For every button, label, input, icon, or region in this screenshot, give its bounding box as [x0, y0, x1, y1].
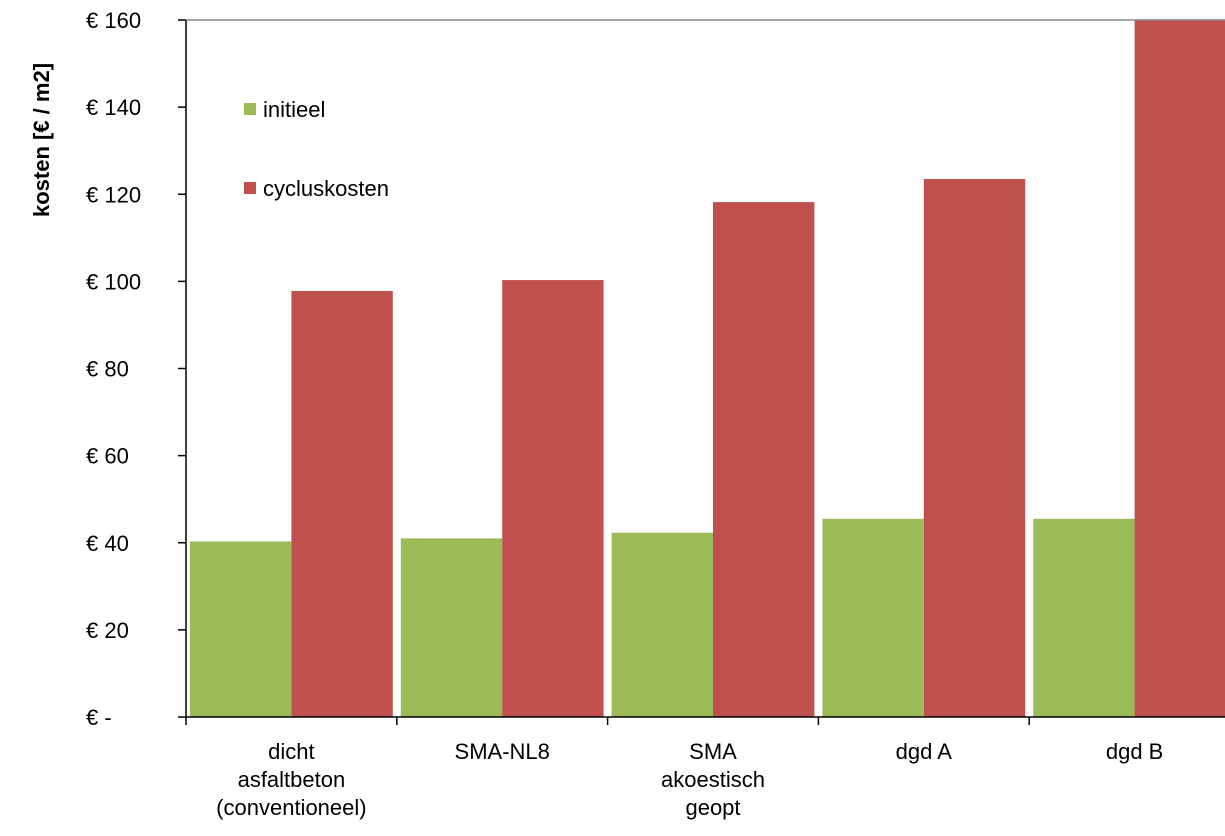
x-category-label: SMA akoestisch geopt — [661, 739, 765, 820]
bar-cycluskosten-5 — [1134, 20, 1225, 717]
bar-cycluskosten-4 — [923, 179, 1026, 718]
y-ticks-group: € - € 20 € 40 € 60 € 80 € 100 € 120 € 140 € 160 — [86, 8, 186, 730]
legend-swatch-cycluskosten — [244, 182, 256, 194]
bar-initieel-1 — [190, 541, 292, 717]
y-tick-label: € 120 — [86, 182, 141, 207]
bar-cycluskosten-2 — [502, 280, 604, 717]
y-tick-label: € 140 — [86, 95, 141, 120]
bar-cycluskosten-1 — [291, 290, 393, 717]
bar-initieel-3 — [611, 532, 713, 717]
bar-initieel-4 — [822, 518, 924, 717]
bar-cycluskosten-3 — [713, 202, 815, 717]
x-category-label: dgd A — [896, 739, 953, 764]
bar-initieel-5 — [1033, 518, 1135, 717]
x-labels-group: dicht asfaltbeton (conventioneel) SMA-NL8 SM… — [216, 739, 1163, 820]
x-category-label: dicht asfaltbeton (conventioneel) — [216, 739, 366, 820]
legend-label-cycluskosten: cycluskosten — [263, 176, 389, 201]
legend-label-initieel: initieel — [263, 97, 325, 122]
y-axis-title: kosten [€ / m2] — [29, 63, 54, 217]
x-category-label: dgd B — [1106, 739, 1164, 764]
y-tick-label: € - — [86, 705, 112, 730]
legend-swatch-initieel — [244, 103, 256, 115]
y-tick-label: € 100 — [86, 269, 141, 294]
y-tick-label: € 160 — [86, 8, 141, 33]
y-tick-label: € 80 — [86, 357, 129, 382]
y-tick-label: € 20 — [86, 618, 129, 643]
bar-initieel-2 — [400, 538, 503, 717]
legend: initieel cycluskosten — [244, 97, 389, 201]
x-category-label: SMA-NL8 — [455, 739, 550, 764]
y-tick-label: € 40 — [86, 531, 129, 556]
bars-group — [190, 20, 1225, 718]
y-tick-label: € 60 — [86, 444, 129, 469]
